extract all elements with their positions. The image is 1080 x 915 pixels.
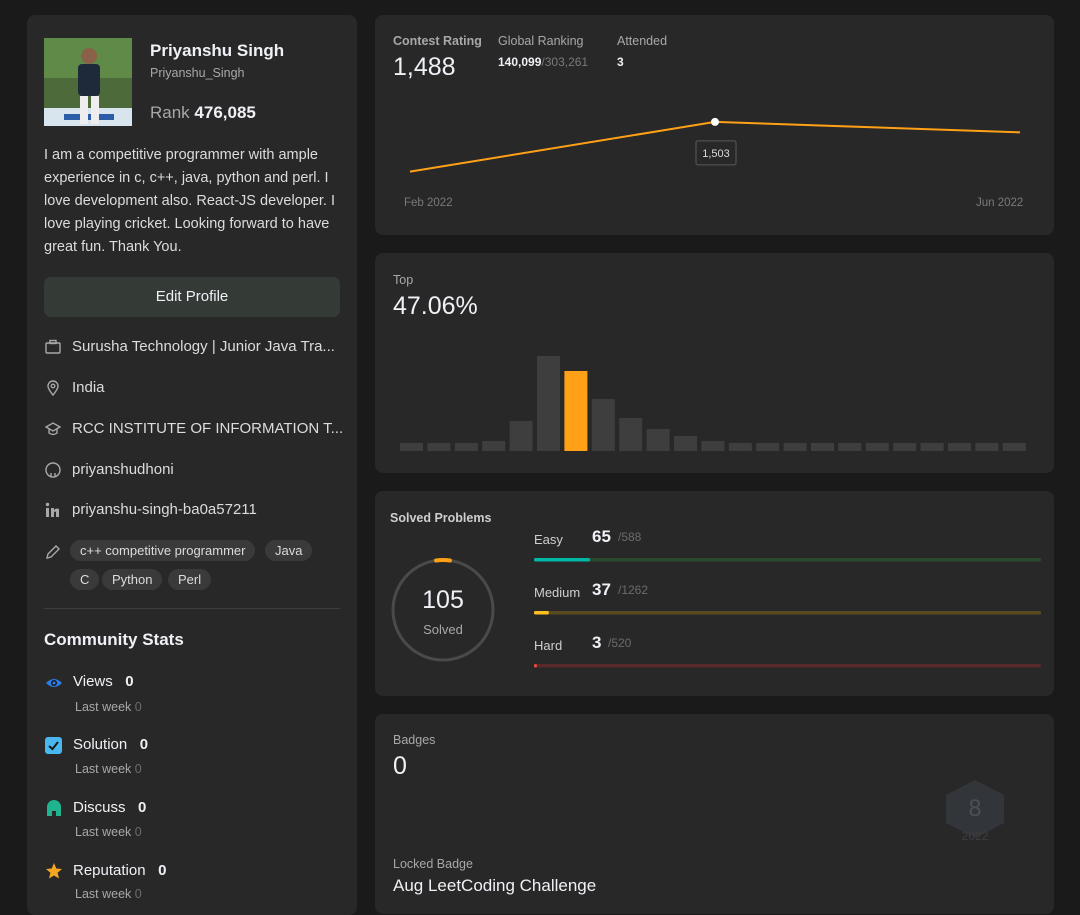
locked-badge-icon: 8 2022 xyxy=(942,778,1008,844)
divider xyxy=(44,608,340,609)
top-value: 47.06% xyxy=(393,292,478,321)
discuss-icon xyxy=(45,799,63,817)
difficulty-label: Hard xyxy=(534,638,562,653)
badge-year: 2022 xyxy=(962,829,989,843)
top-label: Top xyxy=(393,273,413,287)
stat-sub: Last week 0 xyxy=(75,762,142,776)
community-title: Community Stats xyxy=(44,630,184,650)
skill-tag[interactable]: Java xyxy=(265,540,312,561)
stat-label: Discuss xyxy=(73,799,126,816)
company-icon xyxy=(45,339,61,355)
ranking: 140,099/303,261 xyxy=(498,55,588,69)
stat-sub: Last week 0 xyxy=(75,825,142,839)
stat-value: 0 xyxy=(140,736,148,753)
rating-label: Contest Rating xyxy=(393,34,482,48)
locked-badge-name: Aug LeetCoding Challenge xyxy=(393,876,596,896)
github-icon xyxy=(45,462,61,478)
school: RCC INSTITUTE OF INFORMATION T... xyxy=(72,420,342,437)
contest-card xyxy=(375,15,1054,235)
difficulty-label: Easy xyxy=(534,532,563,547)
skill-tag[interactable]: Python xyxy=(102,569,162,590)
x-axis-label: Feb 2022 xyxy=(404,197,453,209)
attended-value: 3 xyxy=(617,55,624,69)
stat-sub-label: Last week xyxy=(75,762,131,776)
page: {"profile":{"name":"Priyanshu Singh","us… xyxy=(0,0,1080,895)
ranking-value: 140,099 xyxy=(498,55,541,69)
svg-text:8: 8 xyxy=(968,797,982,822)
stat-sub: Last week 0 xyxy=(75,887,142,901)
badges-count: 0 xyxy=(393,752,407,781)
skills-icon xyxy=(45,544,61,560)
solved-total: 105 xyxy=(393,586,493,615)
solution-icon xyxy=(45,737,62,754)
linkedin-icon xyxy=(45,502,61,518)
solved-title: Solved Problems xyxy=(390,511,491,525)
difficulty-solved: 37 xyxy=(592,580,611,600)
stat-sub-label: Last week xyxy=(75,700,131,714)
locked-badge-label: Locked Badge xyxy=(393,857,473,871)
school-icon xyxy=(45,421,61,437)
stat: Reputation 0 xyxy=(73,862,166,879)
stat-value: 0 xyxy=(138,799,146,816)
github: priyanshudhoni xyxy=(72,461,342,478)
avatar xyxy=(44,38,132,126)
rank-label: Rank xyxy=(150,103,190,122)
stat-sub-label: Last week xyxy=(75,887,131,901)
difficulty-solved: 65 xyxy=(592,527,611,547)
attended-label: Attended xyxy=(617,34,667,48)
solved-total-label: Solved xyxy=(393,622,493,637)
stat-sub-value: 0 xyxy=(135,762,142,776)
linkedin: priyanshu-singh-ba0a57211 xyxy=(72,501,342,518)
x-axis-label: Jun 2022 xyxy=(976,197,1023,209)
reputation-icon xyxy=(45,862,63,880)
stat: Views 0 xyxy=(73,673,134,690)
difficulty-total: /1262 xyxy=(618,583,648,597)
edit-profile-button[interactable]: Edit Profile xyxy=(44,277,340,317)
stat: Discuss 0 xyxy=(73,799,146,816)
location: India xyxy=(72,379,342,396)
skill-tag[interactable]: c++ competitive programmer xyxy=(70,540,255,561)
stat-label: Solution xyxy=(73,736,127,753)
stat-sub: Last week 0 xyxy=(75,700,142,714)
stat-value: 0 xyxy=(158,862,166,879)
skill-tag[interactable]: Perl xyxy=(168,569,211,590)
stat-sub-value: 0 xyxy=(135,700,142,714)
stat-label: Reputation xyxy=(73,862,146,879)
stat-sub-value: 0 xyxy=(135,825,142,839)
stat-sub-value: 0 xyxy=(135,887,142,901)
profile-username: Priyanshu_Singh xyxy=(150,66,245,80)
badges-label: Badges xyxy=(393,733,435,747)
rank: Rank 476,085 xyxy=(150,103,256,123)
stat: Solution 0 xyxy=(73,736,148,753)
profile-name: Priyanshu Singh xyxy=(150,41,284,61)
difficulty-total: /588 xyxy=(618,530,641,544)
rank-value: 476,085 xyxy=(194,103,255,122)
difficulty-solved: 3 xyxy=(592,633,601,653)
ranking-label: Global Ranking xyxy=(498,34,583,48)
stat-sub-label: Last week xyxy=(75,825,131,839)
stat-label: Views xyxy=(73,673,113,690)
company: Surusha Technology | Junior Java Tra... xyxy=(72,338,342,355)
top-card xyxy=(375,253,1054,473)
views-icon xyxy=(45,675,63,691)
location-icon xyxy=(45,380,61,396)
skill-tag[interactable]: C xyxy=(70,569,99,590)
ranking-total: /303,261 xyxy=(541,55,588,69)
difficulty-label: Medium xyxy=(534,585,580,600)
rating-value: 1,488 xyxy=(393,53,456,82)
bio: I am a competitive programmer with ample… xyxy=(44,144,344,259)
stat-value: 0 xyxy=(125,673,133,690)
difficulty-total: /520 xyxy=(608,636,631,650)
